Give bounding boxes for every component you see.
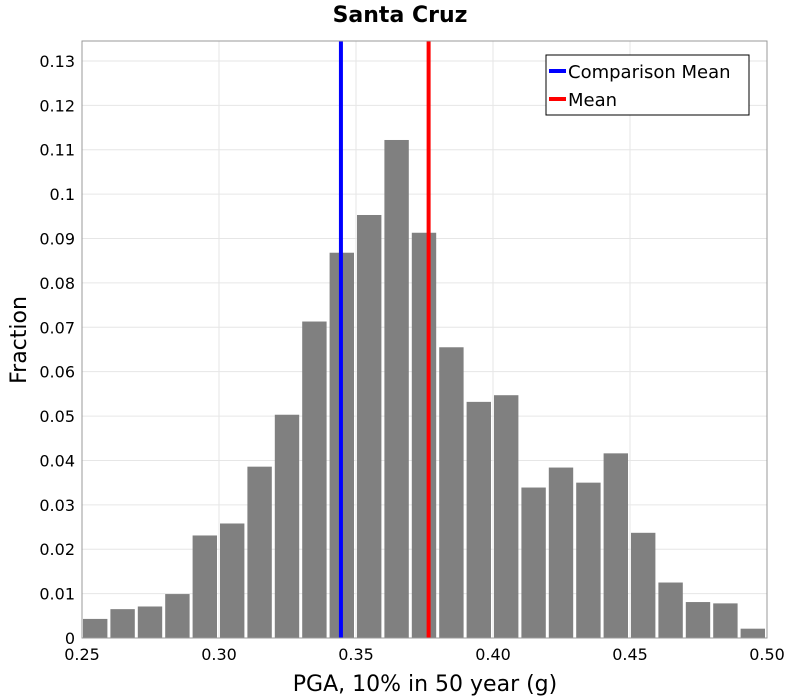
histogram-bar	[247, 466, 272, 638]
histogram-bar	[740, 628, 765, 638]
x-tick-label: 0.30	[201, 645, 237, 664]
y-tick-label: 0.08	[39, 274, 75, 293]
x-tick-label: 0.40	[475, 645, 511, 664]
y-tick-label: 0.12	[39, 96, 75, 115]
histogram-bar	[384, 139, 409, 638]
histogram-bar	[137, 606, 163, 638]
histogram-bar	[631, 532, 656, 638]
histogram-bar	[466, 401, 491, 638]
histogram-bar	[658, 582, 683, 638]
histogram-bar	[494, 395, 519, 638]
histogram-bar	[548, 467, 574, 638]
legend: Comparison Mean Mean	[545, 54, 750, 116]
chart-title: Santa Cruz	[333, 3, 468, 28]
plot-frame	[81, 40, 768, 639]
x-tick-label: 0.35	[338, 645, 374, 664]
y-tick-label: 0.05	[39, 407, 75, 426]
legend-label-mean: Mean	[568, 90, 617, 111]
histogram-bar	[274, 414, 300, 638]
histogram-bar	[302, 321, 327, 638]
histogram-bar	[521, 487, 546, 638]
y-tick-label: 0.01	[39, 585, 75, 604]
x-tick-label: 0.50	[749, 645, 785, 664]
histogram-bar	[603, 453, 628, 638]
legend-box	[545, 54, 750, 116]
x-axis-label: PGA, 10% in 50 year (g)	[293, 672, 557, 697]
histogram-bar	[165, 594, 190, 638]
y-axis-label: Fraction	[7, 296, 32, 384]
histogram-bar	[685, 602, 711, 638]
histogram-bar	[357, 214, 382, 638]
y-tick-label: 0.02	[39, 540, 75, 559]
histogram-bar	[576, 482, 601, 638]
legend-label-comparison-mean: Comparison Mean	[568, 62, 731, 83]
histogram-bar	[83, 618, 108, 638]
y-tick-label: 0	[65, 629, 75, 648]
x-tick-label: 0.45	[612, 645, 648, 664]
y-tick-label: 0.11	[39, 141, 75, 160]
y-tick-label: 0.1	[50, 185, 75, 204]
y-tick-label: 0.13	[39, 52, 75, 71]
histogram-bar	[713, 603, 738, 638]
histogram-bar	[411, 232, 437, 638]
histogram-bar	[220, 523, 245, 638]
y-tick-label: 0.07	[39, 318, 75, 337]
histogram-bar	[439, 347, 464, 638]
y-axis-ticks: 0 0.01 0.02 0.03 0.04 0.05 0.06 0.07 0.08 0.09 0.1…	[39, 52, 75, 648]
x-axis-ticks: 0.25 0.30 0.35 0.40 0.45 0.50	[64, 645, 785, 664]
y-tick-label: 0.04	[39, 451, 75, 470]
histogram-bar	[192, 535, 217, 638]
y-tick-label: 0.03	[39, 496, 75, 515]
histogram-bar	[110, 609, 135, 638]
y-tick-label: 0.06	[39, 363, 75, 382]
y-tick-label: 0.09	[39, 230, 75, 249]
mean-lines-layer	[338, 41, 431, 638]
bars-layer	[83, 139, 765, 638]
x-tick-label: 0.25	[64, 645, 100, 664]
